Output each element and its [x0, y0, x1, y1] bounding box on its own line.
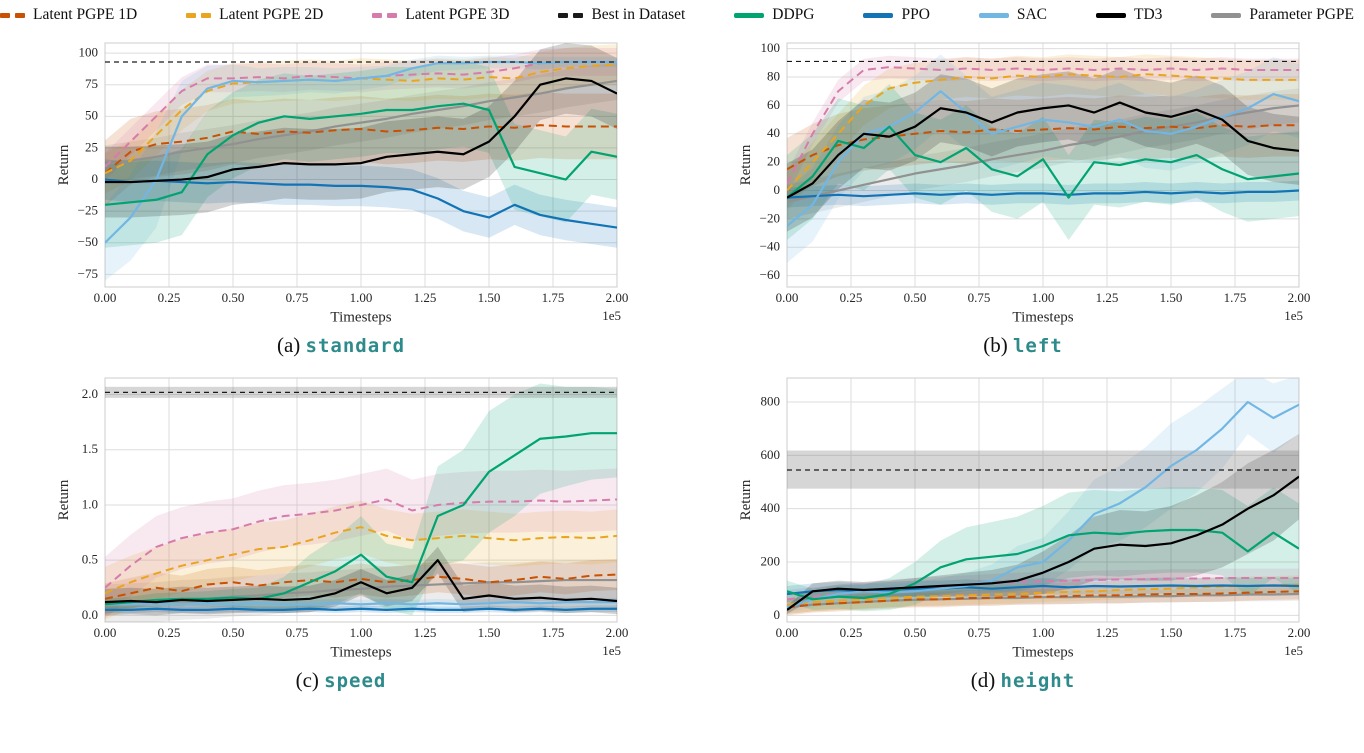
chart-canvas-left [733, 33, 1313, 333]
solid-line-swatch-icon [978, 12, 1009, 18]
chart-canvas-speed [51, 368, 631, 668]
caption-label: (b) [983, 333, 1008, 357]
caption-env-name: height [1000, 670, 1076, 692]
dashed-line-swatch-icon [0, 12, 25, 18]
chart-cell-left: (b) left [682, 33, 1364, 368]
legend-item-td3: TD3 [1095, 6, 1163, 24]
solid-line-swatch-icon [734, 12, 765, 18]
legend-item-ppo: PPO [863, 6, 930, 24]
legend-label: DDPG [772, 6, 815, 23]
charts-grid: (a) standard (b) left (c) speed (d) heig… [0, 33, 1364, 703]
caption-height: (d) height [971, 668, 1075, 693]
chart-canvas-standard [51, 33, 631, 333]
caption-env-name: left [1012, 335, 1063, 357]
caption-label: (c) [295, 668, 319, 692]
legend-label: PPO [901, 6, 930, 23]
legend-item-ddpg: DDPG [734, 6, 814, 24]
legend-label: Latent PGPE 3D [405, 6, 510, 23]
legend-item-best-in-dataset: Best in Dataset [558, 6, 685, 24]
legend-label: Latent PGPE 1D [33, 6, 138, 23]
caption-speed: (c) speed [296, 668, 387, 693]
legend-label: Best in Dataset [591, 6, 686, 23]
legend-item-parameter-pgpe: Parameter PGPE [1211, 6, 1354, 24]
legend-item-latent-pgpe-1d: Latent PGPE 1D [0, 6, 137, 24]
chart-canvas-height [733, 368, 1313, 668]
solid-line-swatch-icon [1211, 12, 1242, 18]
legend-item-latent-pgpe-3d: Latent PGPE 3D [372, 6, 510, 24]
legend-item-latent-pgpe-2d: Latent PGPE 2D [186, 6, 323, 24]
caption-label: (d) [970, 668, 996, 692]
legend-item-sac: SAC [978, 6, 1048, 24]
chart-cell-speed: (c) speed [0, 368, 682, 703]
dashed-line-swatch-icon [558, 12, 584, 18]
dashed-line-swatch-icon [372, 12, 398, 18]
legend: Latent PGPE 1D Latent PGPE 2D Latent PGP… [0, 3, 1364, 27]
dashed-line-swatch-icon [186, 12, 212, 18]
chart-cell-height: (d) height [682, 368, 1364, 703]
caption-env-name: speed [324, 670, 387, 692]
caption-env-name: standard [305, 335, 406, 357]
caption-standard: (a) standard [277, 333, 405, 358]
caption-left: (b) left [983, 333, 1063, 358]
legend-label: Latent PGPE 2D [219, 6, 324, 23]
legend-label: TD3 [1133, 6, 1163, 23]
chart-cell-standard: (a) standard [0, 33, 682, 368]
legend-label: Parameter PGPE [1249, 6, 1354, 23]
caption-label: (a) [276, 333, 301, 357]
legend-label: SAC [1016, 6, 1048, 23]
solid-line-swatch-icon [863, 12, 894, 18]
solid-line-swatch-icon [1095, 12, 1126, 18]
